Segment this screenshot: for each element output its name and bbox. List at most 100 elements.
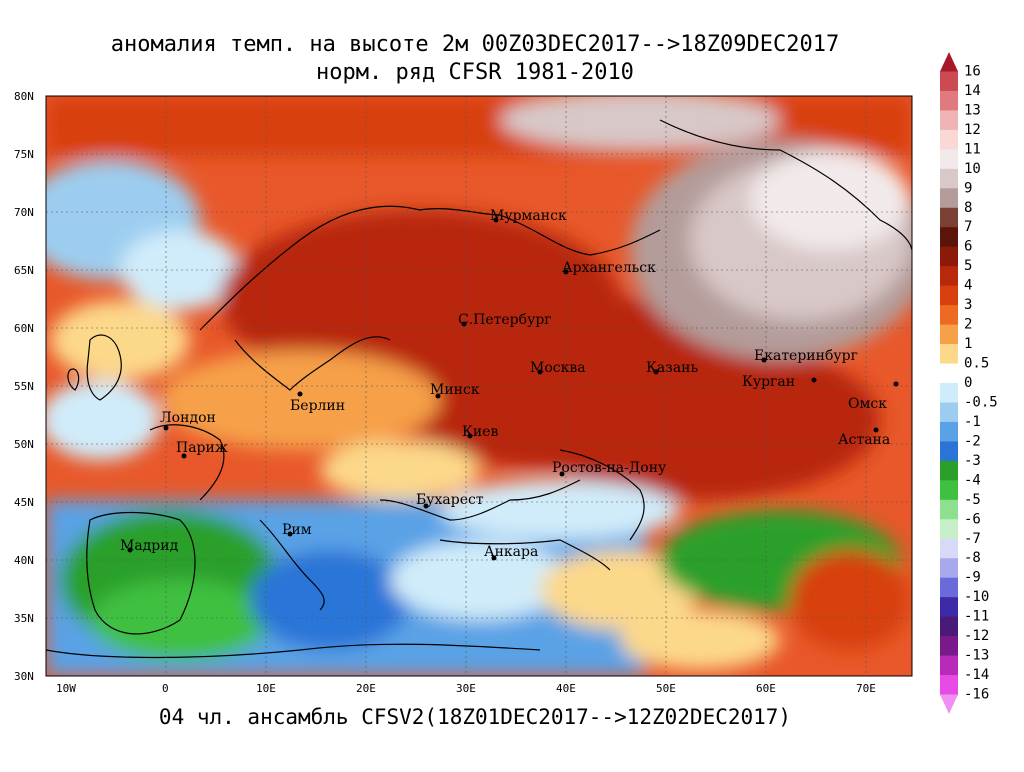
colorbar-label: 0 [964, 375, 972, 391]
colorbar-swatch [940, 655, 958, 676]
city-dot-minsk [435, 393, 441, 399]
colorbar-label: -11 [964, 609, 989, 625]
city-dot-kyiv [467, 433, 473, 439]
colorbar-label: 12 [964, 122, 981, 138]
colorbar-swatch [940, 616, 958, 637]
city-label-ankara: Анкара [484, 544, 538, 560]
colorbar-swatch [940, 636, 958, 657]
city-label-london: Лондон [160, 410, 216, 426]
colorbar-swatch [940, 246, 958, 267]
city-dot-arkhangelsk [563, 269, 569, 275]
colorbar-label: -14 [964, 667, 989, 683]
colorbar-label: 9 [964, 180, 972, 196]
colorbar-swatch [940, 324, 958, 345]
colorbar-label: -5 [964, 492, 981, 508]
colorbar-label: 2 [964, 317, 972, 333]
colorbar-label: 3 [964, 297, 972, 313]
map-frame [45, 95, 913, 677]
city-dot-moscow [537, 369, 543, 375]
colorbar-swatch [940, 519, 958, 540]
map-subtitle: норм. ряд CFSR 1981-2010 [316, 60, 634, 85]
colorbar-swatch [940, 441, 958, 462]
colorbar-swatch [940, 460, 958, 481]
colorbar-swatch [940, 577, 958, 598]
city-label-murmansk: Мурманск [490, 208, 567, 224]
city-dot-omsk [893, 381, 899, 387]
city-dot-kurgan [811, 377, 817, 383]
city-label-astana: Астана [838, 432, 890, 448]
colorbar-swatch [940, 305, 958, 326]
lat-label-60n: 60N [14, 322, 34, 335]
colorbar-swatch [940, 71, 958, 92]
colorbar-label: -16 [964, 687, 989, 703]
lon-label-10e: 10E [256, 682, 276, 695]
colorbar-label: 14 [964, 83, 981, 99]
colorbar-swatch [940, 90, 958, 111]
city-label-yekaterinburg: Екатеринбург [754, 348, 858, 364]
colorbar-swatch [940, 363, 958, 384]
colorbar-label: 7 [964, 219, 972, 235]
colorbar-label: 13 [964, 102, 981, 118]
colorbar-swatch [940, 344, 958, 365]
colorbar-swatch [940, 129, 958, 150]
colorbar-label: -8 [964, 550, 981, 566]
lat-label-55n: 55N [14, 380, 34, 393]
lat-label-75n: 75N [14, 148, 34, 161]
city-dot-rostov [559, 471, 565, 477]
colorbar-label: -10 [964, 589, 989, 605]
colorbar-label: -13 [964, 648, 989, 664]
lat-label-50n: 50N [14, 438, 34, 451]
city-label-moscow: Москва [530, 360, 586, 376]
city-dot-rome [287, 531, 293, 537]
colorbar-swatch [940, 499, 958, 520]
city-dot-ankara [491, 555, 497, 561]
city-label-madrid: Мадрид [120, 538, 179, 554]
city-dot-berlin [297, 391, 303, 397]
city-label-bucharest: Бухарест [416, 492, 484, 508]
city-dot-spb [461, 321, 467, 327]
city-dot-london [163, 425, 169, 431]
colorbar-label: 0.5 [964, 356, 989, 372]
colorbar-label: -7 [964, 531, 981, 547]
city-dot-kazan [653, 369, 659, 375]
colorbar-swatch [940, 227, 958, 248]
lat-label-40n: 40N [14, 554, 34, 567]
colorbar-label: 8 [964, 200, 972, 216]
map-title: аномалия темп. на высоте 2м 00Z03DEC2017… [110, 32, 840, 57]
city-label-kazan: Казань [646, 360, 698, 376]
city-label-omsk: Омск [848, 396, 887, 412]
colorbar-swatch [940, 402, 958, 423]
city-dot-paris [181, 453, 187, 459]
colorbar-label: 6 [964, 239, 972, 255]
city-label-arkhangelsk: Архангельск [562, 260, 656, 276]
city-label-rostov: Ростов-на-Дону [552, 460, 667, 476]
lat-label-70n: 70N [14, 206, 34, 219]
colorbar-label: -2 [964, 433, 981, 449]
city-dot-bucharest [423, 503, 429, 509]
longitude-labels: 10W 0 10E 20E 30E 40E 50E 60E 70E [56, 682, 876, 695]
lon-label-10w: 10W [56, 682, 76, 695]
city-dot-astana [873, 427, 879, 433]
colorbar-label: -6 [964, 511, 981, 527]
lon-label-20e: 20E [356, 682, 376, 695]
city-label-kyiv: Киев [462, 424, 498, 440]
colorbar-label: 4 [964, 278, 972, 294]
colorbar-swatch [940, 538, 958, 559]
lat-label-35n: 35N [14, 612, 34, 625]
colorbar-label: -4 [964, 472, 981, 488]
lon-label-60e: 60E [756, 682, 776, 695]
colorbar-label: 5 [964, 258, 972, 274]
colorbar-label: 10 [964, 161, 981, 177]
lon-label-0: 0 [162, 682, 169, 695]
city-dot-yekaterinburg [761, 357, 767, 363]
lon-label-70e: 70E [856, 682, 876, 695]
colorbar-swatch [940, 675, 958, 696]
lat-label-80n: 80N [14, 90, 34, 103]
colorbar-swatch [940, 480, 958, 501]
latitude-labels: 80N 75N 70N 65N 60N 55N 50N 45N 40N 35N … [14, 90, 34, 683]
colorbar-label: -3 [964, 453, 981, 469]
colorbar-swatch [940, 149, 958, 170]
colorbar-swatch [940, 110, 958, 131]
colorbar-label: 16 [964, 63, 981, 79]
